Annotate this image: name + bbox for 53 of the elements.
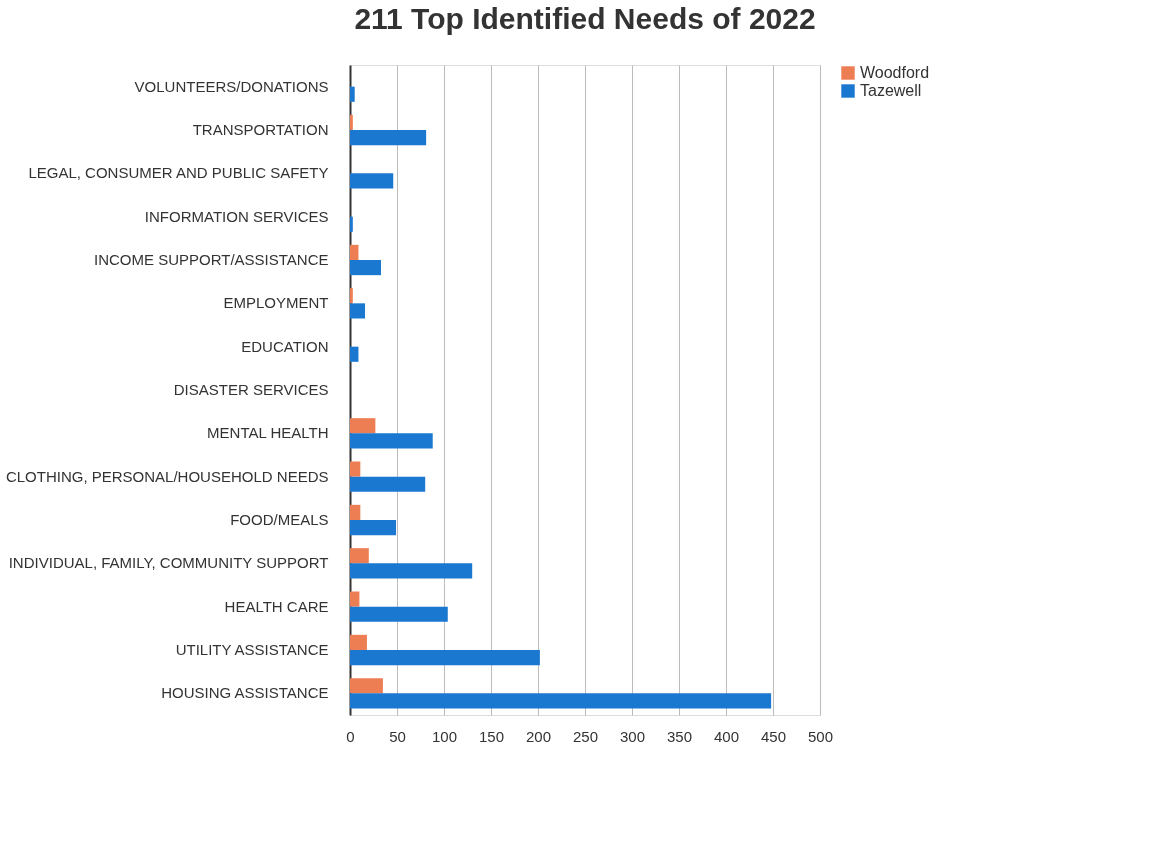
bar <box>350 461 361 477</box>
bar <box>350 114 353 130</box>
y-tick-label: INCOME SUPPORT/ASSISTANCE <box>94 251 329 268</box>
bar <box>350 86 355 102</box>
x-tick-label: 350 <box>666 727 693 745</box>
bar <box>350 591 360 607</box>
y-tick-label: FOOD/MEALS <box>230 511 329 528</box>
bar <box>350 634 367 650</box>
bar <box>350 433 433 449</box>
bar <box>350 346 359 362</box>
x-tick-label: 450 <box>760 727 787 745</box>
legend-label: Tazewell <box>860 82 922 99</box>
y-tick-label: HEALTH CARE <box>224 597 329 615</box>
y-tick-label: UTILITY ASSISTANCE <box>175 641 329 658</box>
x-tick-label: 500 <box>807 727 834 745</box>
chart-title: 211 Top Identified Needs of 2022 <box>354 2 816 35</box>
y-tick-label: TRANSPORTATION <box>192 121 329 138</box>
x-tick-label: 400 <box>713 727 740 745</box>
x-tick-label: 0 <box>346 727 355 745</box>
y-tick-label: HOUSING ASSISTANCE <box>161 684 329 702</box>
bar <box>350 260 382 276</box>
y-tick-label: INFORMATION SERVICES <box>144 207 329 225</box>
y-tick-label: LEGAL, CONSUMER AND PUBLIC SAFETY <box>28 164 329 182</box>
bar <box>350 678 383 694</box>
bar <box>350 563 473 579</box>
y-tick-label: VOLUNTEERS/DONATIONS <box>134 77 329 95</box>
x-tick-label: 300 <box>619 727 646 745</box>
bar <box>350 216 353 232</box>
bar <box>350 650 540 666</box>
y-tick-label: DISASTER SERVICES <box>173 381 329 398</box>
y-tick-label: EMPLOYMENT <box>223 294 329 312</box>
bar <box>350 130 427 146</box>
bar <box>350 693 772 709</box>
bar <box>350 606 448 622</box>
y-tick-label: CLOTHING, PERSONAL/HOUSEHOLD NEEDS <box>5 467 329 485</box>
y-tick-label: MENTAL HEALTH <box>207 424 329 442</box>
x-tick-label: 50 <box>389 727 406 745</box>
x-tick-label: 200 <box>525 727 552 745</box>
x-tick-label: 250 <box>572 727 599 745</box>
bar <box>350 520 397 536</box>
legend-label: Woodford <box>860 64 930 81</box>
x-tick-label: 150 <box>478 727 505 745</box>
bar <box>350 303 366 319</box>
bar <box>350 548 369 564</box>
bar <box>350 244 359 260</box>
bar <box>350 173 394 189</box>
x-tick-label: 100 <box>431 727 458 745</box>
bar <box>350 288 353 304</box>
y-tick-label: EDUCATION <box>241 337 329 355</box>
bar <box>350 504 361 520</box>
bar <box>350 418 376 434</box>
bar <box>350 476 426 492</box>
y-tick-label: INDIVIDUAL, FAMILY, COMMUNITY SUPPORT <box>8 554 329 572</box>
